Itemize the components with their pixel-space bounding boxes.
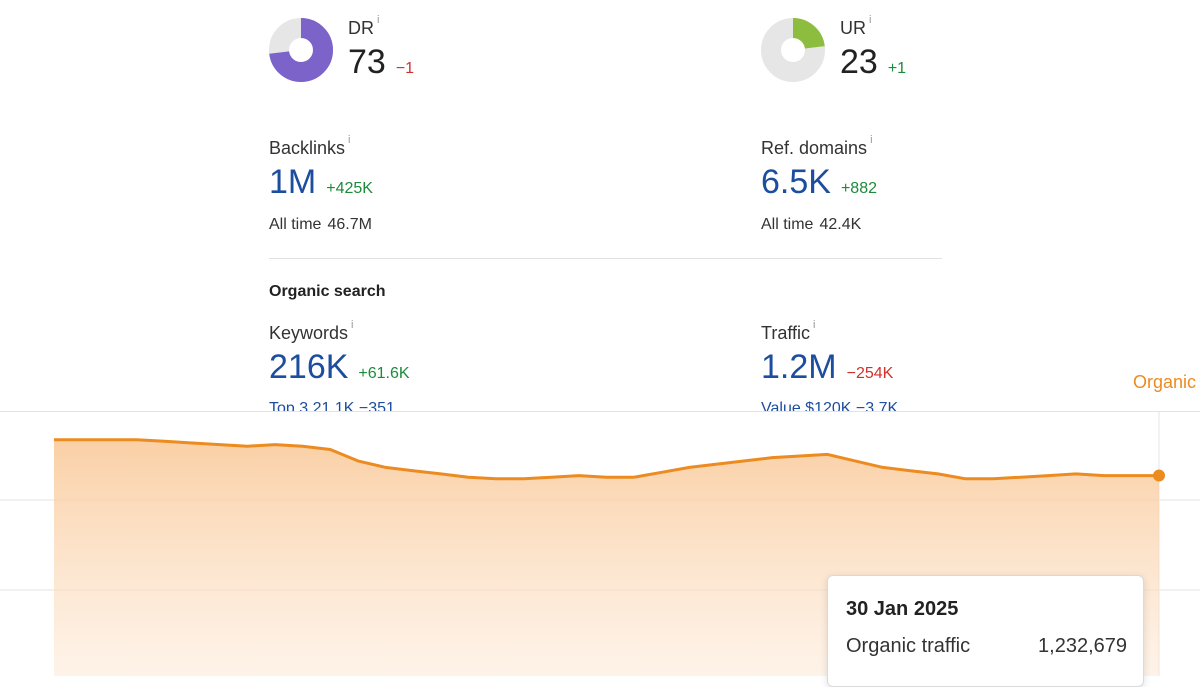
organic-series-label[interactable]: Organic xyxy=(1132,372,1196,392)
traffic-delta: −254K xyxy=(846,365,894,382)
organic-search-heading: Organic search xyxy=(269,283,386,300)
ur-delta: +1 xyxy=(887,60,907,77)
backlinks-all-time-label: All time xyxy=(269,216,322,233)
ref-domains-metric: Ref. domains i 6.5K +882 All time 42.4K xyxy=(761,134,877,234)
info-icon[interactable]: i xyxy=(377,14,380,26)
organic-traffic-line[interactable] xyxy=(54,438,1159,481)
ur-donut-chart xyxy=(761,18,825,82)
dr-label: DR xyxy=(348,18,374,38)
ur-value: 23 xyxy=(840,43,878,81)
info-icon[interactable]: i xyxy=(870,134,873,146)
backlinks-metric: Backlinks i 1M +425K All time 46.7M xyxy=(269,134,373,234)
tooltip-series-value: 1,232,679 xyxy=(1038,635,1127,657)
traffic-metric: Traffic i 1.2M −254K xyxy=(761,319,894,387)
tooltip-series-label: Organic traffic xyxy=(846,635,971,657)
info-icon[interactable]: i xyxy=(869,14,872,26)
traffic-label: Traffic xyxy=(761,323,811,343)
ref-domains-value-link[interactable]: 6.5K xyxy=(761,163,831,201)
ur-label: UR xyxy=(840,18,866,38)
keywords-label: Keywords xyxy=(269,323,349,343)
backlinks-delta: +425K xyxy=(326,180,373,197)
ref-domains-label: Ref. domains xyxy=(761,138,868,158)
info-icon[interactable]: i xyxy=(348,134,351,146)
ref-domains-all-time-label: All time xyxy=(761,216,814,233)
keywords-metric: Keywords i 216K +61.6K xyxy=(269,319,410,387)
hover-point-marker[interactable] xyxy=(1153,469,1165,482)
section-divider xyxy=(269,258,942,259)
keywords-value-link[interactable]: 216K xyxy=(269,348,349,386)
traffic-value-link[interactable]: 1.2M xyxy=(761,348,837,386)
dr-value: 73 xyxy=(348,43,386,81)
info-icon[interactable]: i xyxy=(351,319,354,331)
keywords-delta: +61.6K xyxy=(358,365,410,382)
ref-domains-all-time-value: 42.4K xyxy=(819,216,862,233)
backlinks-all-time-value: 46.7M xyxy=(327,216,372,233)
info-icon[interactable]: i xyxy=(813,319,816,331)
ref-domains-delta: +882 xyxy=(840,180,877,197)
chart-tooltip: 30 Jan 2025 Organic traffic 1,232,679 xyxy=(827,575,1144,687)
dr-ring-fill xyxy=(269,18,333,82)
dr-donut-chart xyxy=(269,18,333,82)
ur-ring-track xyxy=(761,18,825,82)
backlinks-value-link[interactable]: 1M xyxy=(269,163,317,201)
tooltip-date: 30 Jan 2025 xyxy=(846,598,959,620)
backlinks-label: Backlinks xyxy=(269,138,346,158)
dr-delta: −1 xyxy=(395,60,415,77)
